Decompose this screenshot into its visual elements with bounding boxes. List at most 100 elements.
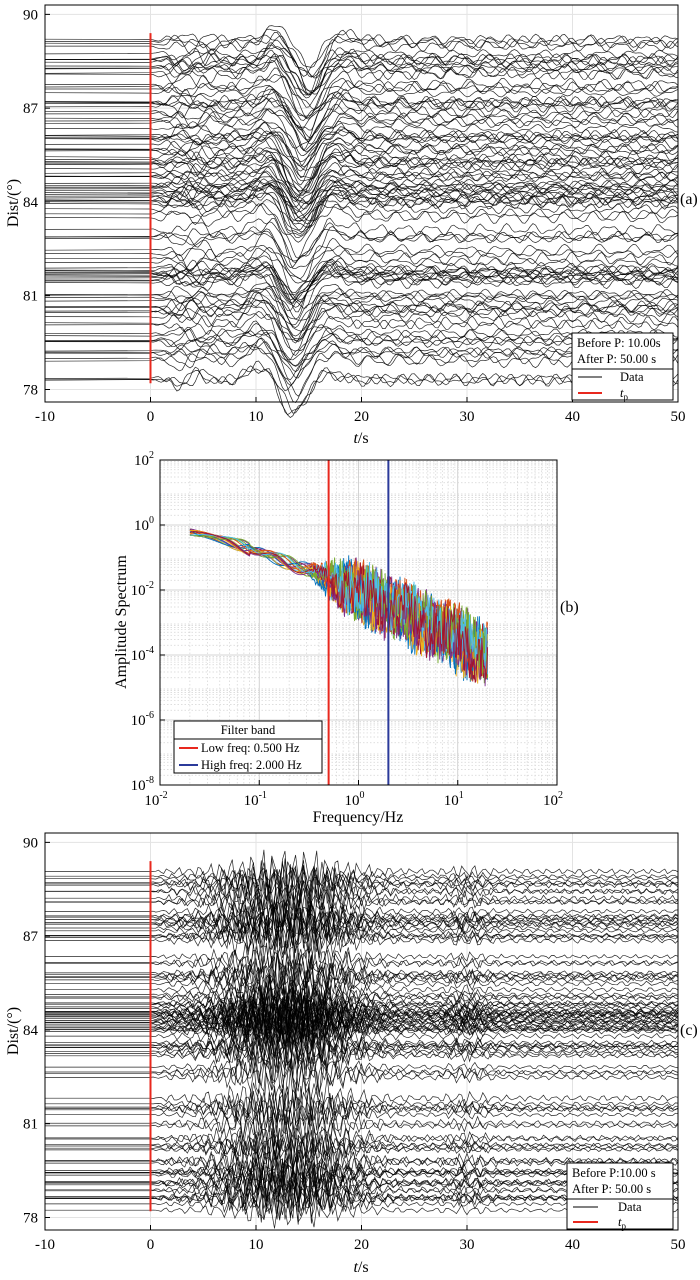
c-seismogram-trace xyxy=(45,1129,679,1167)
a-seismogram-trace xyxy=(44,151,679,195)
a-seismogram-trace xyxy=(45,118,679,156)
c-seismogram-trace xyxy=(45,954,679,1002)
c-seismogram-trace xyxy=(45,1121,679,1170)
panel-a-y-ticks: 78 81 84 87 90 xyxy=(23,7,50,398)
panel-c-label: (c) xyxy=(680,1022,698,1039)
a-x-tick-label: 0 xyxy=(147,409,155,425)
b-y-tick-label: 10-8 xyxy=(131,775,154,794)
a-seismogram-trace xyxy=(44,92,679,131)
panel-b-y-ticks: 10-8 10-6 10-4 10-2 100 102 xyxy=(131,450,165,794)
a-seismogram-trace xyxy=(45,137,679,182)
c-seismogram-trace xyxy=(45,866,679,915)
a-seismogram-trace xyxy=(44,46,679,92)
panel-a-info-after: After P: 50.00 s xyxy=(577,352,656,366)
a-seismogram-trace xyxy=(44,162,679,208)
panel-b-legend-title: Filter band xyxy=(221,723,276,737)
a-seismogram-trace xyxy=(44,217,679,264)
c-seismogram-trace xyxy=(45,989,679,1035)
a-seismogram-trace xyxy=(44,283,679,326)
a-seismogram-trace xyxy=(44,120,679,179)
a-seismogram-trace xyxy=(44,305,679,352)
b-spectrum-series xyxy=(189,531,489,687)
c-seismogram-trace xyxy=(45,987,679,1039)
c-seismogram-trace xyxy=(45,1000,679,1046)
c-y-tick-label: 84 xyxy=(23,1023,39,1039)
c-seismogram-trace xyxy=(45,955,679,995)
a-seismogram-trace xyxy=(44,232,679,282)
panel-c-traces xyxy=(45,849,679,1229)
a-seismogram-trace xyxy=(44,165,679,204)
a-y-tick-label: 81 xyxy=(23,289,38,305)
panel-c-info-after: After P: 50.00 s xyxy=(572,1182,651,1196)
a-seismogram-trace xyxy=(44,269,679,320)
a-seismogram-trace xyxy=(44,258,679,313)
a-seismogram-trace xyxy=(44,282,679,321)
b-x-tick-label: 100 xyxy=(345,790,365,809)
c-seismogram-trace xyxy=(45,1033,679,1069)
panel-c: -10 0 10 20 30 40 50 78 81 84 87 90 Dist/(°) t/s (… xyxy=(5,832,698,1276)
c-seismogram-trace xyxy=(45,1112,679,1167)
panel-c-info-legend: Before P:10.00 s After P: 50.00 s Data t… xyxy=(566,1162,674,1231)
b-y-tick-label: 102 xyxy=(134,450,154,469)
a-seismogram-trace xyxy=(45,178,679,219)
c-seismogram-trace xyxy=(45,891,679,932)
a-y-tick-label: 90 xyxy=(23,7,38,23)
c-seismogram-trace xyxy=(45,1050,679,1088)
panel-a-y-axis-label: Dist/(°) xyxy=(5,179,22,227)
c-seismogram-trace xyxy=(45,1070,679,1126)
a-seismogram-trace xyxy=(44,259,679,301)
b-y-tick-label: 100 xyxy=(134,515,154,534)
c-seismogram-trace xyxy=(45,940,679,988)
a-seismogram-trace xyxy=(44,264,678,312)
a-seismogram-trace xyxy=(44,172,679,210)
a-seismogram-trace xyxy=(44,272,679,308)
b-x-tick-label: 102 xyxy=(543,790,563,809)
a-seismogram-trace xyxy=(44,44,679,94)
c-x-tick-label: 20 xyxy=(354,1237,369,1253)
c-seismogram-trace xyxy=(45,959,679,1004)
c-seismogram-trace xyxy=(45,903,679,939)
a-seismogram-trace xyxy=(44,170,679,222)
a-seismogram-trace xyxy=(44,297,679,337)
c-seismogram-trace xyxy=(45,899,679,948)
c-seismogram-trace xyxy=(45,894,679,942)
b-spectrum-series xyxy=(189,534,489,675)
c-seismogram-trace xyxy=(45,1113,679,1164)
a-seismogram-trace xyxy=(45,245,679,294)
a-seismogram-trace xyxy=(44,148,679,203)
a-x-tick-label: 40 xyxy=(565,409,580,425)
c-seismogram-trace xyxy=(45,985,679,1024)
a-x-tick-label: -10 xyxy=(35,409,55,425)
panel-b-y-axis-label: Amplitude Spectrum xyxy=(113,555,130,689)
panel-a-legend-tp-label: tp xyxy=(620,386,628,402)
c-x-tick-label: 0 xyxy=(147,1237,155,1253)
c-seismogram-trace xyxy=(45,1088,679,1124)
a-seismogram-trace xyxy=(44,307,679,361)
c-seismogram-trace xyxy=(45,986,679,1026)
panel-b-spectra xyxy=(189,528,489,687)
c-seismogram-trace xyxy=(45,1083,679,1132)
panel-c-y-ticks: 78 81 84 87 90 xyxy=(23,835,50,1226)
panel-a-legend-box xyxy=(571,368,674,401)
a-seismogram-trace xyxy=(44,88,679,141)
a-seismogram-trace xyxy=(44,55,678,95)
panel-c-info-box xyxy=(566,1162,674,1200)
c-seismogram-trace xyxy=(45,1009,679,1048)
c-seismogram-trace xyxy=(45,1003,679,1053)
panel-b-x-axis-label: Frequency/Hz xyxy=(313,809,404,826)
c-seismogram-trace xyxy=(45,1085,679,1133)
b-x-tick-label: 10-1 xyxy=(244,790,267,809)
b-x-tick-label: 101 xyxy=(444,790,464,809)
a-seismogram-trace xyxy=(44,264,679,304)
b-y-tick-label: 10-6 xyxy=(131,710,154,729)
b-x-tick-label: 10-2 xyxy=(144,790,167,809)
a-seismogram-trace xyxy=(44,222,679,268)
panel-b-legend: Filter band Low freq: 0.500 Hz High freq… xyxy=(173,720,323,774)
a-seismogram-trace xyxy=(44,255,679,303)
a-seismogram-trace xyxy=(44,88,679,143)
panel-b-x-ticks: 10-2 10-1 100 101 102 xyxy=(144,780,563,809)
a-seismogram-trace xyxy=(44,130,679,163)
c-seismogram-trace xyxy=(45,915,679,967)
a-seismogram-trace xyxy=(44,108,679,153)
